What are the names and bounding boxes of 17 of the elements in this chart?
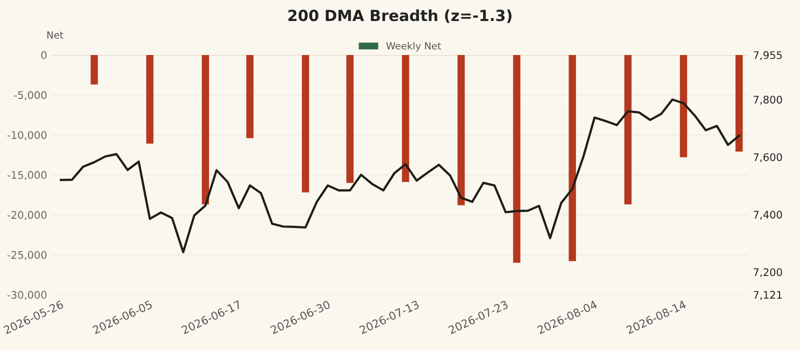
y2-tick-label: 7,200 — [754, 268, 782, 278]
y-tick-label: 0 — [41, 51, 46, 60]
y-tick-label: -5,000 — [14, 91, 46, 100]
y2-tick-label: 7,400 — [754, 210, 782, 220]
y2-tick-label: 7,600 — [754, 153, 782, 162]
y2-tick-label: 7,955 — [754, 51, 782, 60]
chart-title: 200 DMA Breadth (z=-1.3) — [288, 9, 512, 24]
y-tick-label: -20,000 — [7, 211, 46, 220]
line-series — [60, 98, 740, 254]
y2-tick-label: 7,800 — [754, 96, 782, 105]
y2-tick-label: 7,121 — [754, 290, 782, 300]
y-axis-title: Net — [47, 31, 64, 39]
series-label: Weekly Net — [386, 42, 441, 52]
y-tick-label: -15,000 — [7, 171, 46, 180]
y-tick-label: -30,000 — [7, 290, 46, 300]
y-tick-label: -25,000 — [7, 250, 46, 260]
y-tick-label: -10,000 — [7, 131, 46, 140]
